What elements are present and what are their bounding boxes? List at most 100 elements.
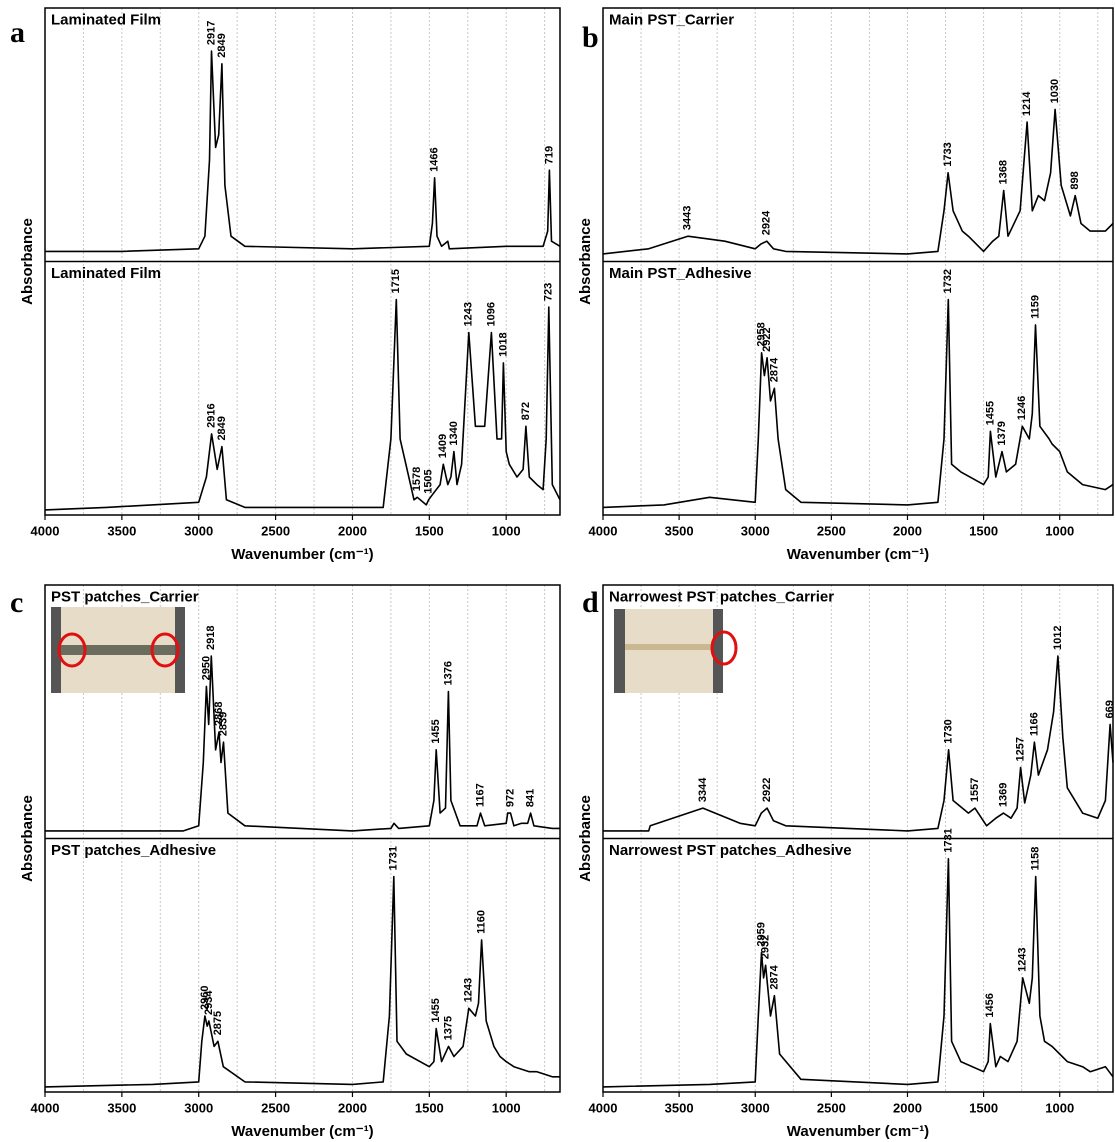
x-tick-label: 3000: [184, 1100, 213, 1115]
peak-label: 2924: [761, 210, 773, 235]
x-tick-label: 1500: [969, 1100, 998, 1115]
peak-label: 2922: [761, 778, 773, 802]
x-tick-label: 4000: [589, 523, 618, 538]
x-tick-label: 2000: [338, 523, 367, 538]
peak-label: 1455: [430, 719, 442, 743]
panel: Laminated Film 2917 2849 1466 719 Laminated F…: [10, 7, 561, 563]
peak-label: 1731: [942, 828, 954, 852]
panel-letter: a: [10, 16, 25, 49]
y-axis-title: Absorbance: [19, 795, 36, 882]
peak-label: 2959: [755, 922, 767, 946]
x-tick-label: 4000: [31, 1100, 60, 1115]
peak-label: 1731: [388, 846, 400, 870]
peak-label: 1243: [1017, 947, 1029, 971]
spectrum-line: [602, 298, 1114, 509]
peak-label: 1340: [448, 421, 460, 445]
peak-label: 1732: [942, 269, 954, 293]
peak-label: 2934: [203, 990, 215, 1015]
peak-label: 1030: [1049, 79, 1061, 103]
peak-label: 1166: [1028, 712, 1040, 736]
peak-label: 2916: [206, 403, 218, 427]
peak-label: 2875: [212, 1011, 224, 1035]
peak-label: 3443: [682, 206, 694, 230]
peak-label: 2932: [759, 935, 771, 959]
x-tick-label: 2500: [261, 523, 290, 538]
peak-label: 1455: [430, 998, 442, 1022]
peak-label: 2917: [205, 21, 217, 45]
x-axis-title: Wavenumber (cm⁻¹): [787, 546, 929, 563]
x-tick-label: 4000: [31, 523, 60, 538]
x-tick-label: 1000: [1045, 1100, 1074, 1115]
peak-label: 1578: [411, 467, 423, 491]
panel-letter: d: [582, 586, 599, 619]
peak-label: 1456: [984, 993, 996, 1017]
spectrum-line: [45, 50, 561, 253]
peak-label: 1160: [476, 910, 488, 934]
peak-label: 1715: [390, 269, 402, 293]
subplot-title: Laminated Film: [51, 11, 161, 28]
peak-label: 972: [504, 789, 516, 807]
peak-label: 2874: [768, 964, 780, 989]
peak-label: 2874: [768, 357, 780, 382]
panel: Narrowest PST patches_Carrier 3344 2922 173…: [577, 584, 1115, 1140]
peak-label: 2950: [200, 656, 212, 680]
peak-label: 2849: [216, 416, 228, 440]
peak-label: 1214: [1021, 91, 1033, 116]
x-tick-label: 2500: [261, 1100, 290, 1115]
x-axis-title: Wavenumber (cm⁻¹): [231, 546, 373, 563]
peak-label: 2918: [205, 625, 217, 649]
subplot-title: Narrowest PST patches_Carrier: [609, 588, 834, 605]
plot-frame: [44, 7, 561, 516]
peak-label: 1257: [1014, 737, 1026, 761]
plot-frame: [602, 7, 1114, 516]
peak-label: 1369: [997, 783, 1009, 807]
peak-label: 1243: [463, 302, 475, 326]
x-tick-label: 3500: [665, 1100, 694, 1115]
panel: Main PST_Carrier 3443 2924 1733 1368 1214 1030…: [577, 7, 1114, 563]
peak-label: 1158: [1030, 847, 1042, 871]
peak-label: 1733: [942, 142, 954, 166]
inset-photo: [51, 607, 185, 693]
x-tick-label: 3000: [184, 523, 213, 538]
spectrum-line: [44, 875, 560, 1088]
peak-label: 723: [543, 283, 555, 301]
peak-label: 719: [543, 146, 555, 164]
peak-label: 841: [525, 789, 537, 807]
x-axis-title: Wavenumber (cm⁻¹): [787, 1123, 929, 1140]
peak-label: 1730: [942, 719, 954, 743]
x-tick-label: 2500: [817, 523, 846, 538]
peak-label: 1368: [998, 160, 1010, 184]
peak-label: 1379: [996, 421, 1008, 445]
x-tick-label: 2500: [817, 1100, 846, 1115]
peak-label: 1409: [437, 434, 449, 458]
peak-label: 1246: [1016, 396, 1028, 420]
spectrum-line: [45, 655, 560, 832]
peak-label: 2958: [756, 322, 768, 346]
x-axis-title: Wavenumber (cm⁻¹): [231, 1123, 373, 1140]
x-tick-label: 4000: [589, 1100, 618, 1115]
x-tick-label: 3500: [665, 523, 694, 538]
plot-frame: [602, 584, 1114, 1093]
peak-label: 1557: [969, 778, 981, 802]
spectrum-line: [603, 655, 1114, 832]
x-tick-label: 1500: [415, 1100, 444, 1115]
peak-label: 1096: [485, 302, 497, 326]
x-tick-label: 1500: [969, 523, 998, 538]
peak-label: 2839: [217, 712, 229, 736]
subplot-title: Main PST_Adhesive: [609, 265, 752, 282]
x-tick-label: 2000: [893, 523, 922, 538]
peak-label: 1167: [474, 783, 486, 807]
peak-label: 1376: [442, 661, 454, 685]
inset-photo: [614, 609, 738, 693]
x-tick-label: 3500: [107, 523, 136, 538]
subplot-title: Laminated Film: [51, 265, 161, 282]
x-tick-label: 2000: [338, 1100, 367, 1115]
peak-label: 872: [520, 402, 532, 420]
plot-frame: [44, 584, 561, 1093]
peak-label: 1466: [428, 147, 440, 171]
subplot-title: Narrowest PST patches_Adhesive: [609, 842, 852, 859]
panel-letter: b: [582, 21, 599, 54]
x-tick-label: 1000: [1045, 523, 1074, 538]
x-tick-label: 1500: [415, 523, 444, 538]
